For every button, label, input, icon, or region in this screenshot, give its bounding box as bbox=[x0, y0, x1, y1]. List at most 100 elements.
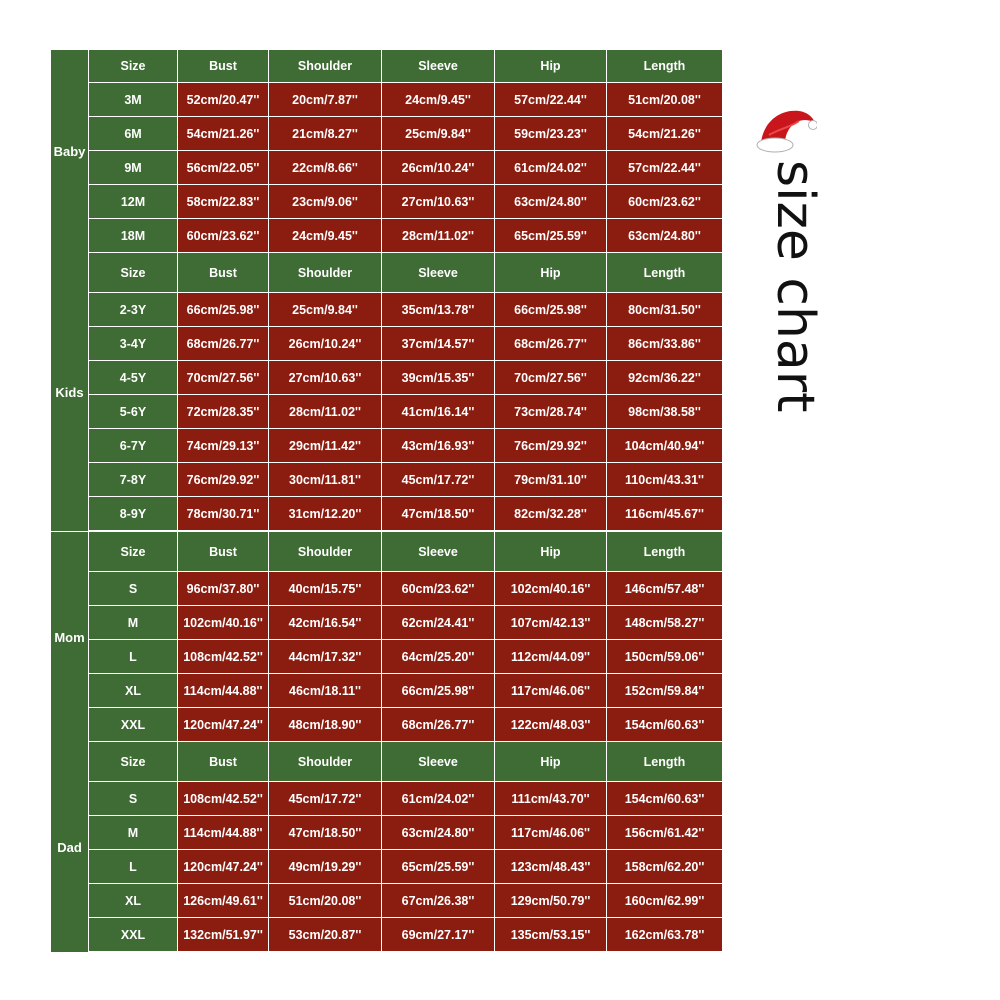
table-row: 6M 54cm/21.26'' 21cm/8.27'' 25cm/9.84'' 59cm… bbox=[89, 117, 722, 151]
size-cell: 2-3Y bbox=[89, 293, 178, 326]
column-header: Shoulder bbox=[269, 50, 382, 82]
column-header: Hip bbox=[495, 532, 607, 571]
table-row: L 120cm/47.24'' 49cm/19.29'' 65cm/25.59'' 12… bbox=[89, 850, 722, 884]
column-header: Length bbox=[607, 742, 722, 781]
measurement-cell: 31cm/12.20'' bbox=[269, 497, 382, 530]
measurement-cell: 154cm/60.63'' bbox=[607, 782, 722, 815]
header-row: Size Bust Shoulder Sleeve Hip Length bbox=[89, 253, 722, 293]
measurement-cell: 63cm/24.80'' bbox=[495, 185, 607, 218]
group-label: Mom bbox=[51, 532, 89, 742]
measurement-cell: 92cm/36.22'' bbox=[607, 361, 722, 394]
size-cell: 6M bbox=[89, 117, 178, 150]
measurement-cell: 98cm/38.58'' bbox=[607, 395, 722, 428]
measurement-cell: 158cm/62.20'' bbox=[607, 850, 722, 883]
column-header: Hip bbox=[495, 253, 607, 292]
measurement-cell: 96cm/37.80'' bbox=[178, 572, 269, 605]
table-row: 9M 56cm/22.05'' 22cm/8.66'' 26cm/10.24'' 61c… bbox=[89, 151, 722, 185]
size-cell: XXL bbox=[89, 918, 178, 951]
measurement-cell: 47cm/18.50'' bbox=[269, 816, 382, 849]
size-cell: 18M bbox=[89, 219, 178, 252]
measurement-cell: 30cm/11.81'' bbox=[269, 463, 382, 496]
measurement-cell: 120cm/47.24'' bbox=[178, 850, 269, 883]
column-header: Hip bbox=[495, 742, 607, 781]
measurement-cell: 61cm/24.02'' bbox=[495, 151, 607, 184]
size-cell: L bbox=[89, 850, 178, 883]
measurement-cell: 60cm/23.62'' bbox=[607, 185, 722, 218]
measurement-cell: 111cm/43.70'' bbox=[495, 782, 607, 815]
measurement-cell: 156cm/61.42'' bbox=[607, 816, 722, 849]
measurement-cell: 51cm/20.08'' bbox=[607, 83, 722, 116]
size-cell: 9M bbox=[89, 151, 178, 184]
measurement-cell: 129cm/50.79'' bbox=[495, 884, 607, 917]
measurement-cell: 54cm/21.26'' bbox=[178, 117, 269, 150]
measurement-cell: 102cm/40.16'' bbox=[495, 572, 607, 605]
measurement-cell: 22cm/8.66'' bbox=[269, 151, 382, 184]
measurement-cell: 37cm/14.57'' bbox=[382, 327, 495, 360]
measurement-cell: 21cm/8.27'' bbox=[269, 117, 382, 150]
table-row: 6-7Y 74cm/29.13'' 29cm/11.42'' 43cm/16.93''… bbox=[89, 429, 722, 463]
measurement-cell: 76cm/29.92'' bbox=[178, 463, 269, 496]
size-chart-title: size chart bbox=[765, 160, 825, 413]
measurement-cell: 24cm/9.45'' bbox=[269, 219, 382, 252]
measurement-cell: 117cm/46.06'' bbox=[495, 816, 607, 849]
column-header: Shoulder bbox=[269, 742, 382, 781]
measurement-cell: 66cm/25.98'' bbox=[178, 293, 269, 326]
measurement-cell: 68cm/26.77'' bbox=[495, 327, 607, 360]
measurement-cell: 86cm/33.86'' bbox=[607, 327, 722, 360]
column-header: Bust bbox=[178, 742, 269, 781]
table-row: XL 114cm/44.88'' 46cm/18.11'' 66cm/25.98'' 1… bbox=[89, 674, 722, 708]
table-row: XL 126cm/49.61'' 51cm/20.08'' 67cm/26.38'' 1… bbox=[89, 884, 722, 918]
group-label: Kids bbox=[51, 253, 89, 531]
measurement-cell: 79cm/31.10'' bbox=[495, 463, 607, 496]
measurement-cell: 60cm/23.62'' bbox=[382, 572, 495, 605]
header-row: Size Bust Shoulder Sleeve Hip Length bbox=[89, 742, 722, 782]
measurement-cell: 104cm/40.94'' bbox=[607, 429, 722, 462]
measurement-cell: 154cm/60.63'' bbox=[607, 708, 722, 741]
table-row: 4-5Y 70cm/27.56'' 27cm/10.63'' 39cm/15.35''… bbox=[89, 361, 722, 395]
measurement-cell: 160cm/62.99'' bbox=[607, 884, 722, 917]
column-header: Shoulder bbox=[269, 532, 382, 571]
measurement-cell: 76cm/29.92'' bbox=[495, 429, 607, 462]
measurement-cell: 69cm/27.17'' bbox=[382, 918, 495, 951]
table-row: 3-4Y 68cm/26.77'' 26cm/10.24'' 37cm/14.57''… bbox=[89, 327, 722, 361]
measurement-cell: 110cm/43.31'' bbox=[607, 463, 722, 496]
measurement-cell: 25cm/9.84'' bbox=[382, 117, 495, 150]
measurement-cell: 63cm/24.80'' bbox=[382, 816, 495, 849]
measurement-cell: 132cm/51.97'' bbox=[178, 918, 269, 951]
measurement-cell: 108cm/42.52'' bbox=[178, 640, 269, 673]
table-row: XXL 132cm/51.97'' 53cm/20.87'' 69cm/27.17''… bbox=[89, 918, 722, 952]
column-header: Sleeve bbox=[382, 532, 495, 571]
measurement-cell: 123cm/48.43'' bbox=[495, 850, 607, 883]
measurement-cell: 40cm/15.75'' bbox=[269, 572, 382, 605]
column-header: Length bbox=[607, 50, 722, 82]
table-row: 5-6Y 72cm/28.35'' 28cm/11.02'' 41cm/16.14''… bbox=[89, 395, 722, 429]
size-grid: Size Bust Shoulder Sleeve Hip Length 3M 52cm/20… bbox=[89, 50, 722, 253]
measurement-cell: 70cm/27.56'' bbox=[178, 361, 269, 394]
measurement-cell: 68cm/26.77'' bbox=[382, 708, 495, 741]
measurement-cell: 107cm/42.13'' bbox=[495, 606, 607, 639]
measurement-cell: 114cm/44.88'' bbox=[178, 816, 269, 849]
size-cell: 3M bbox=[89, 83, 178, 116]
table-row: 7-8Y 76cm/29.92'' 30cm/11.81'' 45cm/17.72''… bbox=[89, 463, 722, 497]
header-row: Size Bust Shoulder Sleeve Hip Length bbox=[89, 532, 722, 572]
measurement-cell: 29cm/11.42'' bbox=[269, 429, 382, 462]
size-cell: 6-7Y bbox=[89, 429, 178, 462]
measurement-cell: 26cm/10.24'' bbox=[382, 151, 495, 184]
size-cell: S bbox=[89, 782, 178, 815]
group-label: Baby bbox=[51, 50, 89, 253]
measurement-cell: 112cm/44.09'' bbox=[495, 640, 607, 673]
measurement-cell: 116cm/45.67'' bbox=[607, 497, 722, 530]
size-cell: S bbox=[89, 572, 178, 605]
measurement-cell: 57cm/22.44'' bbox=[607, 151, 722, 184]
measurement-cell: 28cm/11.02'' bbox=[382, 219, 495, 252]
size-table-dad: Dad Size Bust Shoulder Sleeve Hip Length S 108cm… bbox=[51, 742, 722, 952]
measurement-cell: 28cm/11.02'' bbox=[269, 395, 382, 428]
size-grid: Size Bust Shoulder Sleeve Hip Length 2-3Y 66cm/… bbox=[89, 253, 722, 531]
column-header: Sleeve bbox=[382, 50, 495, 82]
column-header: Sleeve bbox=[382, 253, 495, 292]
column-header: Size bbox=[89, 253, 178, 292]
measurement-cell: 63cm/24.80'' bbox=[607, 219, 722, 252]
table-row: 12M 58cm/22.83'' 23cm/9.06'' 27cm/10.63'' 63… bbox=[89, 185, 722, 219]
size-cell: 4-5Y bbox=[89, 361, 178, 394]
measurement-cell: 23cm/9.06'' bbox=[269, 185, 382, 218]
